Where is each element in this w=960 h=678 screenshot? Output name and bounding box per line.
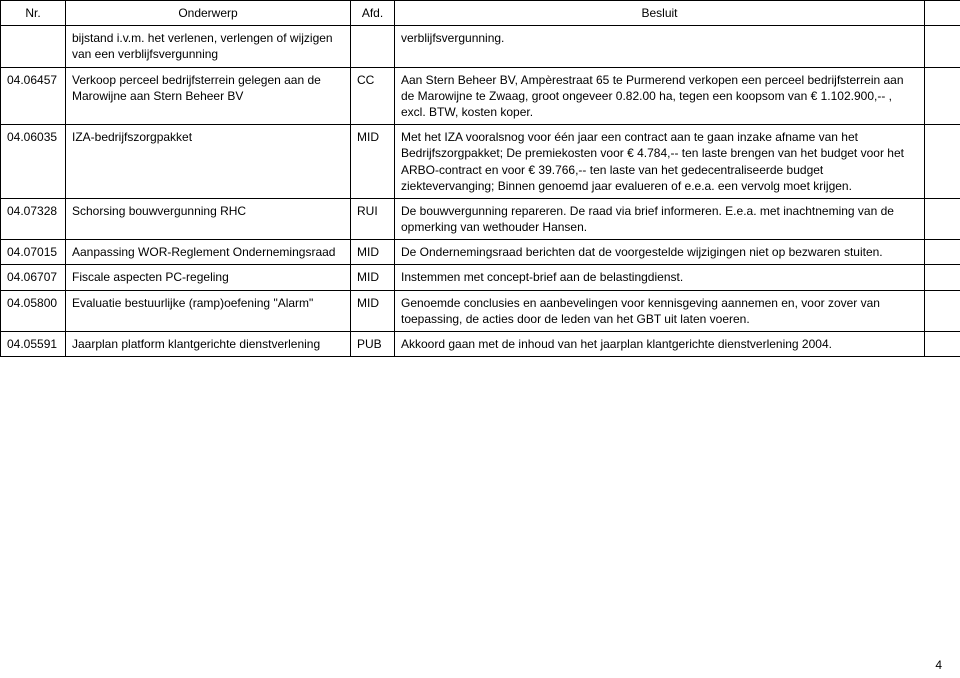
cell-onderwerp: Jaarplan platform klantgerichte dienstve…	[66, 332, 351, 357]
table-row: 04.06035 IZA-bedrijfszorgpakket MID Met …	[1, 125, 960, 199]
cell-nr: 04.05800	[1, 290, 66, 331]
cell-afd: MID	[351, 265, 395, 290]
col-header-onderwerp: Onderwerp	[66, 1, 351, 26]
cell-onderwerp: Fiscale aspecten PC-regeling	[66, 265, 351, 290]
page-number: 4	[935, 658, 942, 672]
col-header-besluit: Besluit	[395, 1, 925, 26]
col-header-extra	[925, 1, 960, 26]
cell-besluit: Met het IZA vooralsnog voor één jaar een…	[395, 125, 925, 199]
cell-besluit: verblijfsvergunning.	[395, 26, 925, 67]
cell-afd: MID	[351, 240, 395, 265]
cell-nr: 04.06707	[1, 265, 66, 290]
cell-extra	[925, 26, 960, 67]
document-page: Nr. Onderwerp Afd. Besluit bijstand i.v.…	[0, 0, 960, 678]
cell-extra	[925, 290, 960, 331]
cell-afd: RUI	[351, 198, 395, 239]
cell-extra	[925, 198, 960, 239]
cell-nr: 04.05591	[1, 332, 66, 357]
col-header-afd: Afd.	[351, 1, 395, 26]
cell-afd: MID	[351, 125, 395, 199]
cell-besluit: De bouwvergunning repareren. De raad via…	[395, 198, 925, 239]
table-row: bijstand i.v.m. het verlenen, verlengen …	[1, 26, 960, 67]
cell-extra	[925, 240, 960, 265]
cell-nr: 04.07328	[1, 198, 66, 239]
cell-besluit: Aan Stern Beheer BV, Ampèrestraat 65 te …	[395, 67, 925, 125]
table-row: 04.06707 Fiscale aspecten PC-regeling MI…	[1, 265, 960, 290]
cell-extra	[925, 67, 960, 125]
table-row: 04.05800 Evaluatie bestuurlijke (ramp)oe…	[1, 290, 960, 331]
cell-besluit: Akkoord gaan met de inhoud van het jaarp…	[395, 332, 925, 357]
table-row: 04.05591 Jaarplan platform klantgerichte…	[1, 332, 960, 357]
table-body: bijstand i.v.m. het verlenen, verlengen …	[1, 26, 960, 357]
cell-besluit: Instemmen met concept-brief aan de belas…	[395, 265, 925, 290]
cell-onderwerp: Verkoop perceel bedrijfsterrein gelegen …	[66, 67, 351, 125]
table-header-row: Nr. Onderwerp Afd. Besluit	[1, 1, 960, 26]
cell-afd: CC	[351, 67, 395, 125]
table-row: 04.07328 Schorsing bouwvergunning RHC RU…	[1, 198, 960, 239]
cell-nr: 04.07015	[1, 240, 66, 265]
cell-onderwerp: bijstand i.v.m. het verlenen, verlengen …	[66, 26, 351, 67]
decisions-table: Nr. Onderwerp Afd. Besluit bijstand i.v.…	[0, 0, 960, 357]
cell-onderwerp: Schorsing bouwvergunning RHC	[66, 198, 351, 239]
cell-extra	[925, 125, 960, 199]
cell-nr: 04.06457	[1, 67, 66, 125]
cell-onderwerp: Aanpassing WOR-Reglement Ondernemingsraa…	[66, 240, 351, 265]
table-row: 04.06457 Verkoop perceel bedrijfsterrein…	[1, 67, 960, 125]
cell-nr: 04.06035	[1, 125, 66, 199]
cell-onderwerp: IZA-bedrijfszorgpakket	[66, 125, 351, 199]
cell-besluit: Genoemde conclusies en aanbevelingen voo…	[395, 290, 925, 331]
cell-besluit: De Ondernemingsraad berichten dat de voo…	[395, 240, 925, 265]
cell-nr	[1, 26, 66, 67]
cell-extra	[925, 332, 960, 357]
col-header-nr: Nr.	[1, 1, 66, 26]
cell-onderwerp: Evaluatie bestuurlijke (ramp)oefening "A…	[66, 290, 351, 331]
table-row: 04.07015 Aanpassing WOR-Reglement Ondern…	[1, 240, 960, 265]
cell-extra	[925, 265, 960, 290]
cell-afd	[351, 26, 395, 67]
cell-afd: MID	[351, 290, 395, 331]
cell-afd: PUB	[351, 332, 395, 357]
